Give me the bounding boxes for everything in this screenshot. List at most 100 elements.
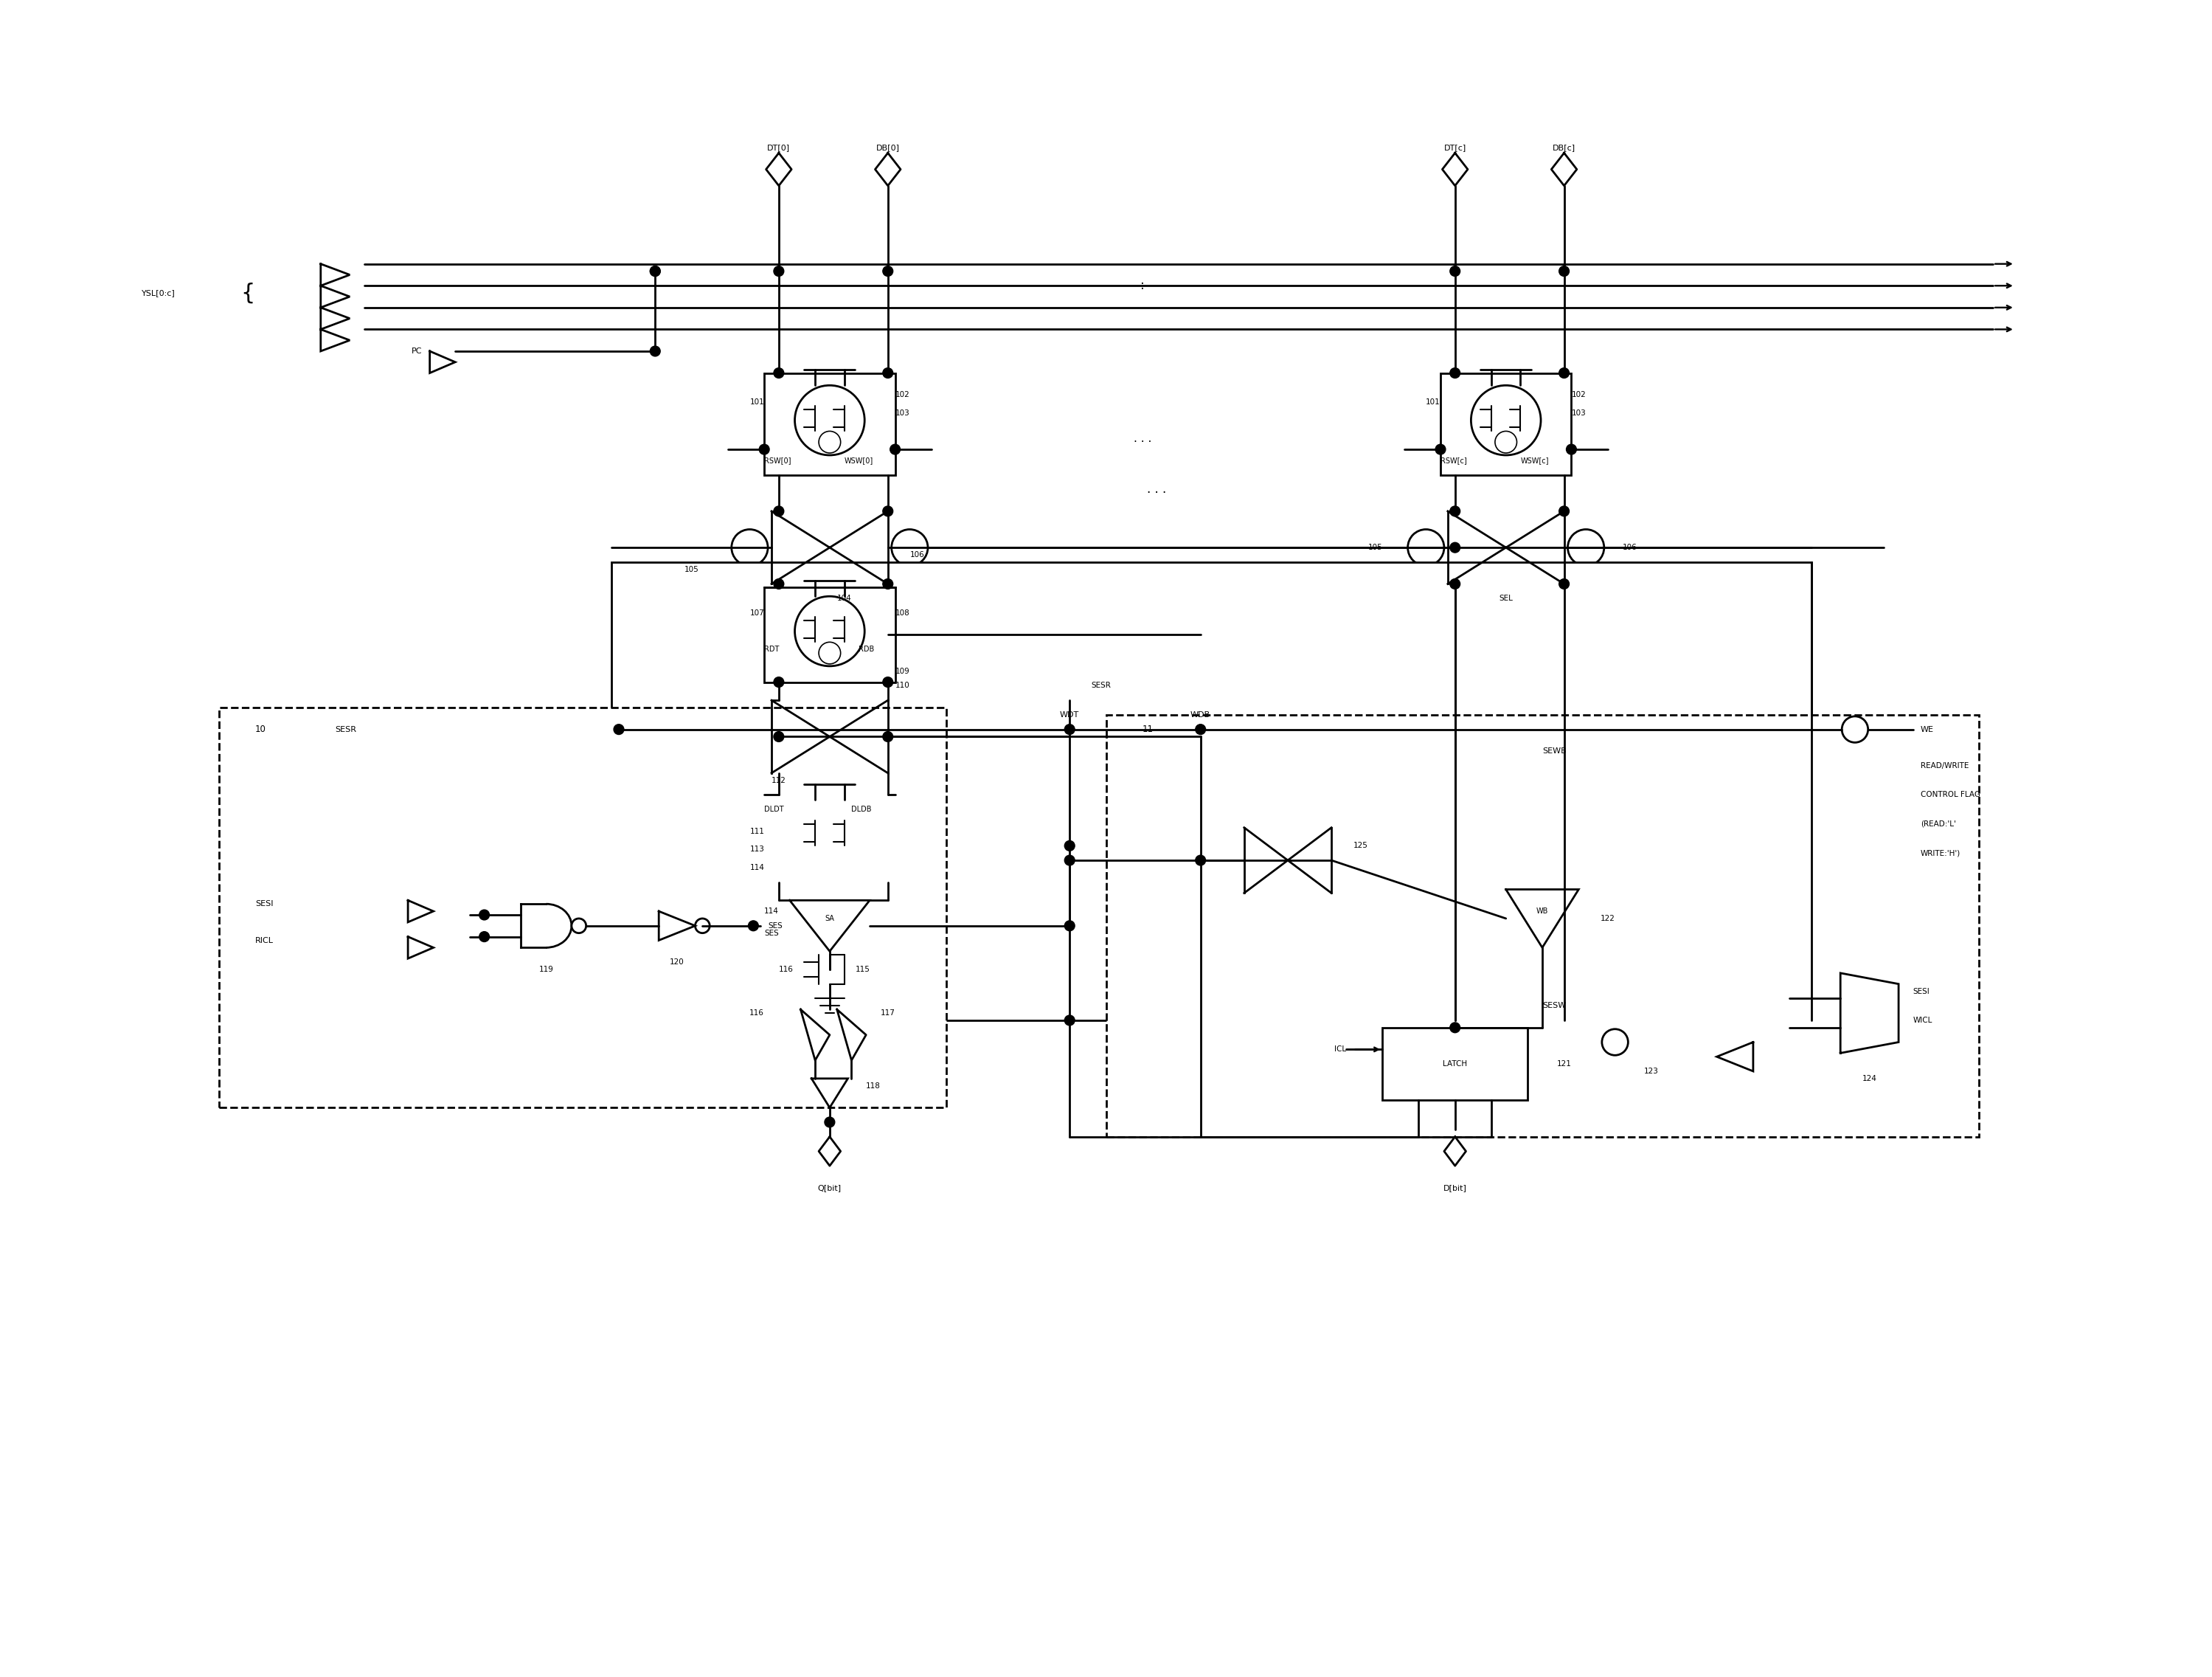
Circle shape	[889, 444, 900, 454]
Circle shape	[1194, 840, 1206, 850]
Circle shape	[825, 964, 834, 974]
Text: 115: 115	[856, 966, 869, 973]
Text: DLDT: DLDT	[763, 805, 783, 813]
Circle shape	[1449, 1023, 1460, 1033]
Text: {: {	[241, 282, 254, 304]
Circle shape	[748, 921, 759, 931]
Text: 116: 116	[779, 966, 794, 973]
Circle shape	[774, 678, 783, 688]
Circle shape	[883, 367, 894, 377]
Circle shape	[883, 877, 894, 887]
Circle shape	[480, 911, 489, 921]
Circle shape	[1559, 267, 1568, 277]
Text: YSL[0:c]: YSL[0:c]	[142, 290, 175, 297]
Text: READ/WRITE: READ/WRITE	[1920, 761, 1969, 770]
Text: DLDB: DLDB	[852, 805, 872, 813]
Text: RSW[0]: RSW[0]	[763, 456, 792, 465]
Text: 105: 105	[1367, 543, 1382, 552]
Circle shape	[774, 367, 783, 377]
Text: WDT: WDT	[1060, 711, 1079, 718]
Text: PC: PC	[411, 347, 422, 356]
Circle shape	[794, 386, 865, 454]
Text: 109: 109	[896, 667, 909, 674]
Text: 118: 118	[867, 1082, 880, 1090]
Text: DB[c]: DB[c]	[1553, 144, 1575, 151]
Circle shape	[1559, 367, 1568, 377]
Text: 11: 11	[1141, 724, 1152, 735]
Text: WSW[0]: WSW[0]	[845, 456, 874, 465]
Text: 106: 106	[1621, 543, 1637, 552]
Bar	[611, 562, 1812, 1020]
Circle shape	[650, 345, 659, 356]
Text: SES: SES	[768, 922, 783, 929]
Text: WB: WB	[1537, 907, 1548, 916]
Text: 120: 120	[670, 959, 684, 966]
Circle shape	[1436, 444, 1447, 454]
Circle shape	[1566, 444, 1577, 454]
Text: 114: 114	[763, 907, 779, 916]
Circle shape	[571, 919, 586, 932]
Text: WICL: WICL	[1913, 1016, 1933, 1025]
Circle shape	[818, 845, 841, 867]
Text: ICL: ICL	[1334, 1046, 1345, 1053]
Circle shape	[1559, 1015, 1568, 1025]
Circle shape	[1471, 386, 1542, 454]
Text: SA: SA	[825, 916, 834, 922]
Circle shape	[883, 678, 894, 688]
Text: 10: 10	[254, 724, 265, 735]
Text: SESW: SESW	[1542, 1003, 1566, 1010]
Text: SESI: SESI	[1913, 988, 1929, 994]
Circle shape	[650, 267, 659, 277]
Text: CONTROL FLAG: CONTROL FLAG	[1920, 792, 1980, 798]
Circle shape	[1194, 855, 1206, 865]
Text: (READ:'L': (READ:'L'	[1920, 820, 1955, 828]
Circle shape	[613, 724, 624, 735]
Text: DT[0]: DT[0]	[768, 144, 790, 151]
Text: 122: 122	[1601, 916, 1615, 922]
Text: WRITE:'H'): WRITE:'H')	[1920, 849, 1960, 857]
Text: DT[c]: DT[c]	[1444, 144, 1467, 151]
Circle shape	[825, 1117, 834, 1127]
Text: 124: 124	[1863, 1075, 1876, 1082]
Circle shape	[1194, 1015, 1206, 1025]
Circle shape	[759, 444, 770, 454]
Circle shape	[480, 932, 489, 942]
Circle shape	[732, 530, 768, 565]
Circle shape	[1495, 431, 1517, 453]
Circle shape	[883, 731, 894, 741]
Circle shape	[1449, 267, 1460, 277]
Circle shape	[883, 579, 894, 589]
Text: SESR: SESR	[336, 726, 356, 733]
Circle shape	[1449, 506, 1460, 517]
Text: RDT: RDT	[763, 646, 779, 652]
Text: 103: 103	[896, 409, 909, 416]
Circle shape	[774, 267, 783, 277]
Text: RDB: RDB	[858, 646, 874, 652]
Text: D[bit]: D[bit]	[1442, 1184, 1467, 1191]
Text: DB[0]: DB[0]	[876, 144, 900, 151]
Circle shape	[1064, 855, 1075, 865]
Bar	[763, 795, 896, 882]
Text: SESI: SESI	[254, 901, 274, 907]
Bar	[219, 708, 947, 1107]
Circle shape	[810, 1073, 821, 1083]
Text: SESR: SESR	[1091, 683, 1110, 689]
Circle shape	[794, 597, 865, 666]
Text: WE: WE	[1920, 726, 1933, 733]
Circle shape	[891, 530, 927, 565]
Text: WDB: WDB	[1190, 711, 1210, 718]
Text: 125: 125	[1354, 842, 1367, 850]
Circle shape	[1449, 579, 1460, 589]
Text: :: :	[1139, 278, 1144, 292]
Circle shape	[847, 1073, 856, 1083]
Circle shape	[1407, 530, 1444, 565]
Circle shape	[825, 1030, 834, 1040]
Circle shape	[883, 768, 894, 778]
Text: . . .: . . .	[1133, 433, 1152, 444]
Circle shape	[883, 267, 894, 277]
Bar	[1106, 714, 1978, 1137]
Text: 123: 123	[1644, 1068, 1659, 1075]
Text: 102: 102	[1571, 391, 1586, 399]
Circle shape	[1601, 1030, 1628, 1055]
Circle shape	[695, 919, 710, 932]
